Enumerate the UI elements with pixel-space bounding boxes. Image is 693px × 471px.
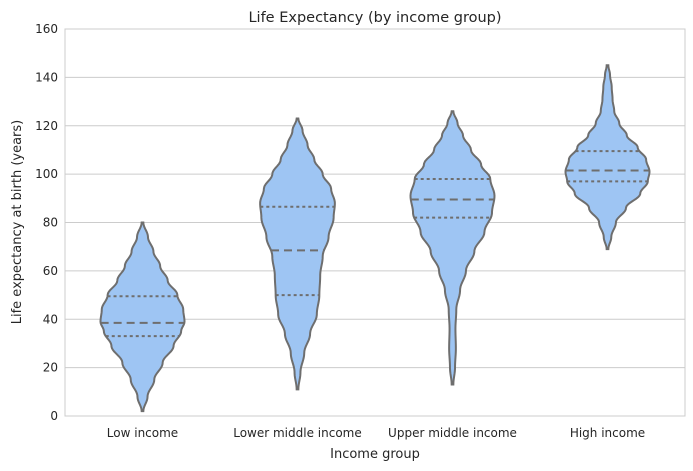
y-axis-label: Life expectancy at birth (years) bbox=[10, 120, 25, 325]
x-tick-labels: Low income Lower middle income Upper middl… bbox=[107, 426, 645, 440]
violin-body bbox=[409, 110, 496, 386]
plot-frame bbox=[64, 28, 686, 417]
chart-title: Life Expectancy (by income group) bbox=[248, 10, 501, 26]
violin-group bbox=[259, 117, 336, 391]
violin-body bbox=[564, 64, 651, 251]
y-tick-label: 160 bbox=[35, 22, 58, 36]
x-tick-label: High income bbox=[570, 426, 645, 440]
y-tick-label: 140 bbox=[35, 70, 58, 84]
y-tick-label: 60 bbox=[43, 264, 58, 278]
violin-group bbox=[564, 64, 651, 251]
y-tick-label: 120 bbox=[35, 119, 58, 133]
x-tick-label: Upper middle income bbox=[388, 426, 517, 440]
y-tick-label: 80 bbox=[43, 216, 58, 230]
y-tick-labels: 0 20 40 60 80 100 120 140 160 bbox=[35, 22, 58, 423]
y-tick-label: 40 bbox=[43, 312, 58, 326]
x-tick-label: Lower middle income bbox=[233, 426, 362, 440]
x-axis-label: Income group bbox=[330, 447, 420, 462]
y-tick-label: 0 bbox=[50, 409, 58, 423]
y-tick-label: 20 bbox=[43, 361, 58, 375]
violin-group bbox=[99, 221, 186, 413]
violin-group bbox=[409, 110, 496, 386]
violin-body bbox=[259, 117, 336, 391]
violin-body bbox=[99, 221, 186, 413]
y-tick-label: 100 bbox=[35, 167, 58, 181]
violins bbox=[99, 64, 651, 413]
x-tick-label: Low income bbox=[107, 426, 178, 440]
